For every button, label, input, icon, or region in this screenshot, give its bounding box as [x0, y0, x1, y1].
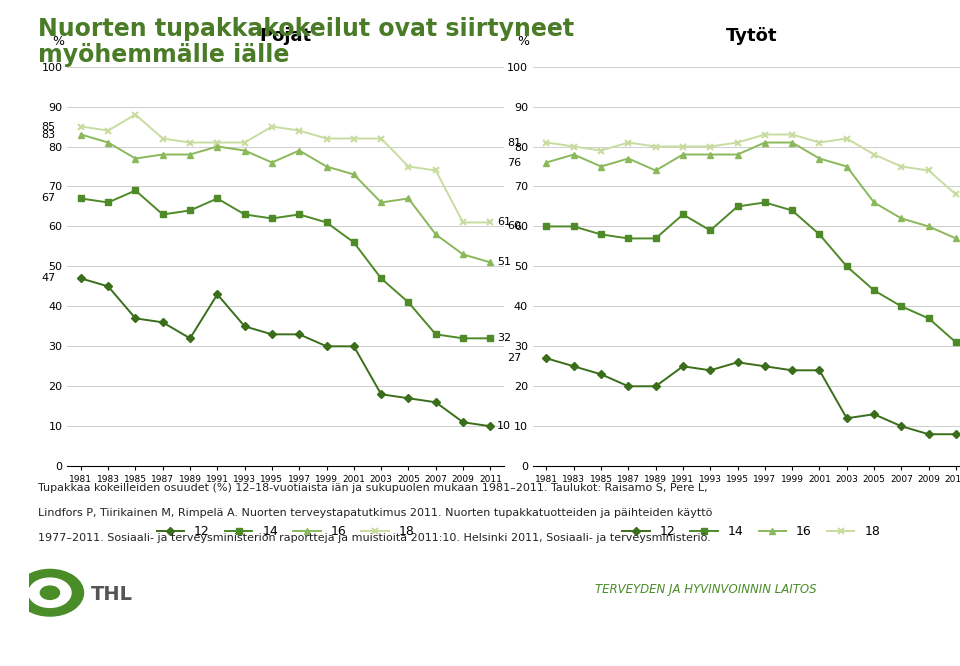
- Circle shape: [29, 578, 71, 607]
- Text: THL: THL: [91, 585, 133, 603]
- Text: 27: 27: [507, 353, 521, 364]
- Circle shape: [16, 569, 84, 616]
- Text: 83: 83: [41, 129, 56, 140]
- Text: 4: 4: [933, 641, 941, 654]
- Text: 60: 60: [508, 221, 521, 232]
- Text: %: %: [52, 35, 64, 48]
- Circle shape: [40, 586, 60, 599]
- Text: TERVEYDEN JA HYVINVOINNIN LAITOS: TERVEYDEN JA HYVINVOINNIN LAITOS: [595, 583, 817, 596]
- Text: 51: 51: [497, 257, 512, 268]
- Text: 47: 47: [41, 273, 56, 284]
- Text: Tupakkaa kokeilleiden osuudet (%) 12–18-vuotiaista iän ja sukupuolen mukaan 1981: Tupakkaa kokeilleiden osuudet (%) 12–18-…: [38, 483, 708, 493]
- Text: 32: 32: [497, 333, 512, 344]
- Text: 81: 81: [507, 137, 521, 148]
- Text: 10: 10: [497, 421, 512, 432]
- Text: 85: 85: [41, 121, 56, 132]
- Text: myöhemmälle iälle: myöhemmälle iälle: [38, 43, 290, 67]
- Text: %: %: [517, 35, 530, 48]
- Text: 19.9.2012: 19.9.2012: [19, 641, 79, 654]
- Text: Nuorten tupakkakokeilut ovat siirtyneet: Nuorten tupakkakokeilut ovat siirtyneet: [38, 17, 574, 41]
- Text: 76: 76: [507, 157, 521, 168]
- Text: www.thl.fi/tupakka: www.thl.fi/tupakka: [425, 641, 535, 654]
- Text: 61: 61: [497, 217, 512, 228]
- Legend: 12, 14, 16, 18: 12, 14, 16, 18: [152, 520, 420, 543]
- Text: Lindfors P, Tiirikainen M, Rimpelä A. Nuorten terveystapatutkimus 2011. Nuorten : Lindfors P, Tiirikainen M, Rimpelä A. Nu…: [38, 508, 712, 518]
- Text: Pojat: Pojat: [259, 27, 312, 45]
- Legend: 12, 14, 16, 18: 12, 14, 16, 18: [617, 520, 885, 543]
- Text: Tytöt: Tytöt: [726, 27, 777, 45]
- Text: 1977–2011. Sosiaali- ja terveysministeriön raportteja ja muistioita 2011:10. Hel: 1977–2011. Sosiaali- ja terveysministeri…: [38, 533, 711, 543]
- Text: 67: 67: [41, 193, 56, 204]
